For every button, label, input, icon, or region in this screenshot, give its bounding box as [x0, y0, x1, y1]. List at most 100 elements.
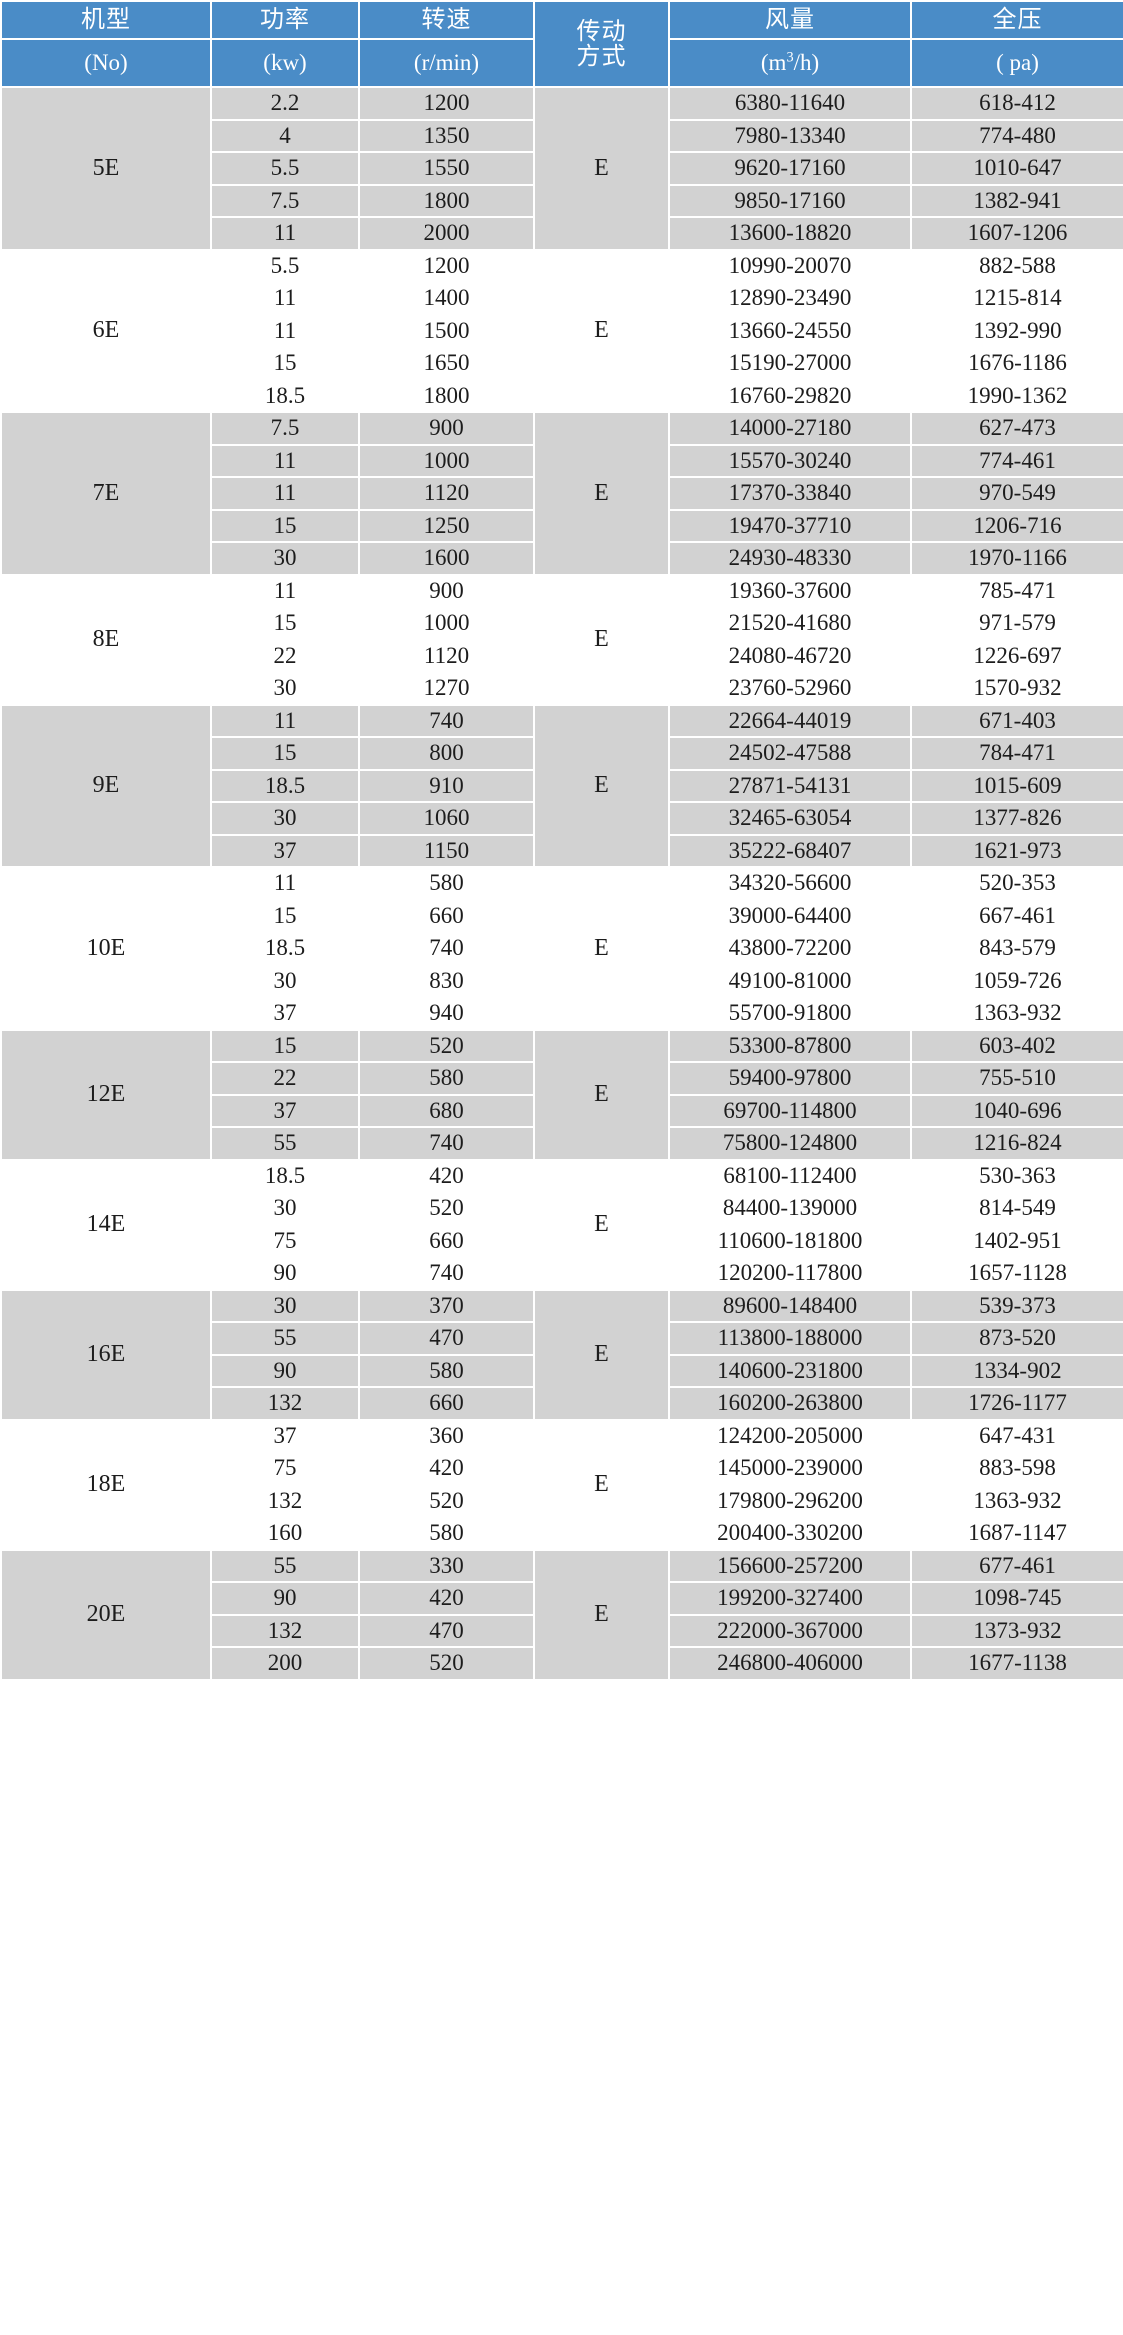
table-row: 11 1000 15570-30240 774-461: [1, 443, 1123, 478]
cell-power: 5.5: [210, 151, 360, 186]
cell-total-pressure: 970-549: [910, 476, 1123, 511]
cell-air-flow: 17370-33840: [668, 476, 912, 511]
cell-speed: 1270: [358, 671, 535, 706]
cell-speed: 1350: [358, 118, 535, 153]
cell-total-pressure: 774-461: [910, 443, 1123, 478]
flow-unit-suffix: /h): [793, 49, 820, 75]
column-header-pressure: 全压: [910, 0, 1123, 40]
cell-total-pressure: 1010-647: [910, 151, 1123, 186]
table-row: 55 740 75800-124800 1216-824: [1, 1126, 1123, 1161]
column-unit-power: (kw): [210, 38, 360, 88]
cell-air-flow: 156600-257200: [668, 1548, 912, 1583]
column-header-flow: 风量: [668, 0, 912, 40]
cell-air-flow: 15190-27000: [668, 346, 912, 381]
table-row: 37 940 55700-91800 1363-932: [1, 996, 1123, 1031]
cell-speed: 580: [358, 1516, 535, 1551]
cell-speed: 1800: [358, 378, 535, 413]
cell-speed: 1250: [358, 508, 535, 543]
cell-speed: 660: [358, 1386, 535, 1421]
cell-power: 37: [210, 833, 360, 868]
cell-speed: 1000: [358, 443, 535, 478]
cell-drive-type: E: [533, 1288, 670, 1421]
cell-total-pressure: 873-520: [910, 1321, 1123, 1356]
column-unit-model-label: (No): [84, 49, 128, 75]
table-row: 22 1120 24080-46720 1226-697: [1, 638, 1123, 673]
cell-total-pressure: 843-579: [910, 931, 1123, 966]
cell-speed: 910: [358, 768, 535, 803]
cell-power: 30: [210, 1288, 360, 1323]
cell-speed: 580: [358, 1353, 535, 1388]
cell-power: 37: [210, 996, 360, 1031]
fan-specification-table: 机型 功率 转速 传动 方式 风量 全压 (No) (k: [0, 0, 1123, 1681]
column-unit-speed: (r/min): [358, 38, 535, 88]
cell-total-pressure: 539-373: [910, 1288, 1123, 1323]
cell-model: 9E: [0, 703, 212, 868]
table-row: 132 660 160200-263800 1726-1177: [1, 1386, 1123, 1421]
cell-air-flow: 22664-44019: [668, 703, 912, 738]
cell-air-flow: 16760-29820: [668, 378, 912, 413]
cell-total-pressure: 1015-609: [910, 768, 1123, 803]
cell-air-flow: 140600-231800: [668, 1353, 912, 1388]
cell-speed: 580: [358, 866, 535, 901]
column-unit-pressure: ( pa): [910, 38, 1123, 88]
cell-power: 22: [210, 1061, 360, 1096]
cell-power: 18.5: [210, 1158, 360, 1193]
cell-total-pressure: 1392-990: [910, 313, 1123, 348]
table-row: 16E 30 370 E 89600-148400 539-373: [0, 1288, 1123, 1421]
cell-air-flow: 39000-64400: [668, 898, 912, 933]
cell-total-pressure: 627-473: [910, 411, 1123, 446]
cell-model: 10E: [0, 866, 212, 1031]
table-row: 37 680 69700-114800 1040-696: [1, 1093, 1123, 1128]
cell-power: 75: [210, 1451, 360, 1486]
cell-power: 15: [210, 508, 360, 543]
column-header-drive: 传动 方式: [533, 0, 670, 88]
cell-total-pressure: 1726-1177: [910, 1386, 1123, 1421]
cell-drive-type: E: [533, 86, 670, 251]
cell-drive-type: E: [533, 411, 670, 576]
cell-power: 30: [210, 963, 360, 998]
cell-model: 14E: [0, 1158, 212, 1291]
table-row: 75 660 110600-181800 1402-951: [1, 1223, 1123, 1258]
cell-speed: 660: [358, 1223, 535, 1258]
table-row: 8E 11 900 E 19360-37600 785-471: [0, 573, 1123, 706]
table-row: 4 1350 7980-13340 774-480: [1, 118, 1123, 153]
header-row-units: (No) (kw) (r/min) (m3/h) ( pa): [0, 38, 1123, 88]
cell-air-flow: 21520-41680: [668, 606, 912, 641]
cell-speed: 420: [358, 1451, 535, 1486]
cell-total-pressure: 520-353: [910, 866, 1123, 901]
cell-power: 2.2: [210, 86, 360, 121]
cell-air-flow: 200400-330200: [668, 1516, 912, 1551]
column-header-power: 功率: [210, 0, 360, 40]
table-row: 7.5 1800 9850-17160 1382-941: [1, 183, 1123, 218]
cell-total-pressure: 755-510: [910, 1061, 1123, 1096]
table-row: 55 470 113800-188000 873-520: [1, 1321, 1123, 1356]
cell-air-flow: 246800-406000: [668, 1646, 912, 1681]
table-row: 14E 18.5 420 E 68100-112400 530-363: [0, 1158, 1123, 1291]
cell-speed: 1200: [358, 248, 535, 283]
cell-model: 6E: [0, 248, 212, 413]
cell-speed: 900: [358, 573, 535, 608]
cell-power: 11: [210, 216, 360, 251]
table-row: 22 580 59400-97800 755-510: [1, 1061, 1123, 1096]
table-row: 132 470 222000-367000 1373-932: [1, 1613, 1123, 1648]
cell-model: 12E: [0, 1028, 212, 1161]
column-header-drive-label-line1: 传动: [576, 16, 627, 45]
cell-total-pressure: 1216-824: [910, 1126, 1123, 1161]
column-header-flow-label: 风量: [765, 4, 815, 33]
cell-speed: 1150: [358, 833, 535, 868]
column-header-pressure-label: 全压: [992, 4, 1043, 33]
table-row: 200 520 246800-406000 1677-1138: [1, 1646, 1123, 1681]
cell-speed: 470: [358, 1613, 535, 1648]
cell-air-flow: 113800-188000: [668, 1321, 912, 1356]
table-row: 15 660 39000-64400 667-461: [1, 898, 1123, 933]
cell-power: 22: [210, 638, 360, 673]
cell-total-pressure: 882-588: [910, 248, 1123, 283]
cell-power: 18.5: [210, 931, 360, 966]
column-header-model: 机型: [0, 0, 212, 40]
cell-air-flow: 179800-296200: [668, 1483, 912, 1518]
cell-air-flow: 68100-112400: [668, 1158, 912, 1193]
table-row: 90 420 199200-327400 1098-745: [1, 1581, 1123, 1616]
cell-air-flow: 27871-54131: [668, 768, 912, 803]
cell-air-flow: 199200-327400: [668, 1581, 912, 1616]
cell-power: 30: [210, 541, 360, 576]
